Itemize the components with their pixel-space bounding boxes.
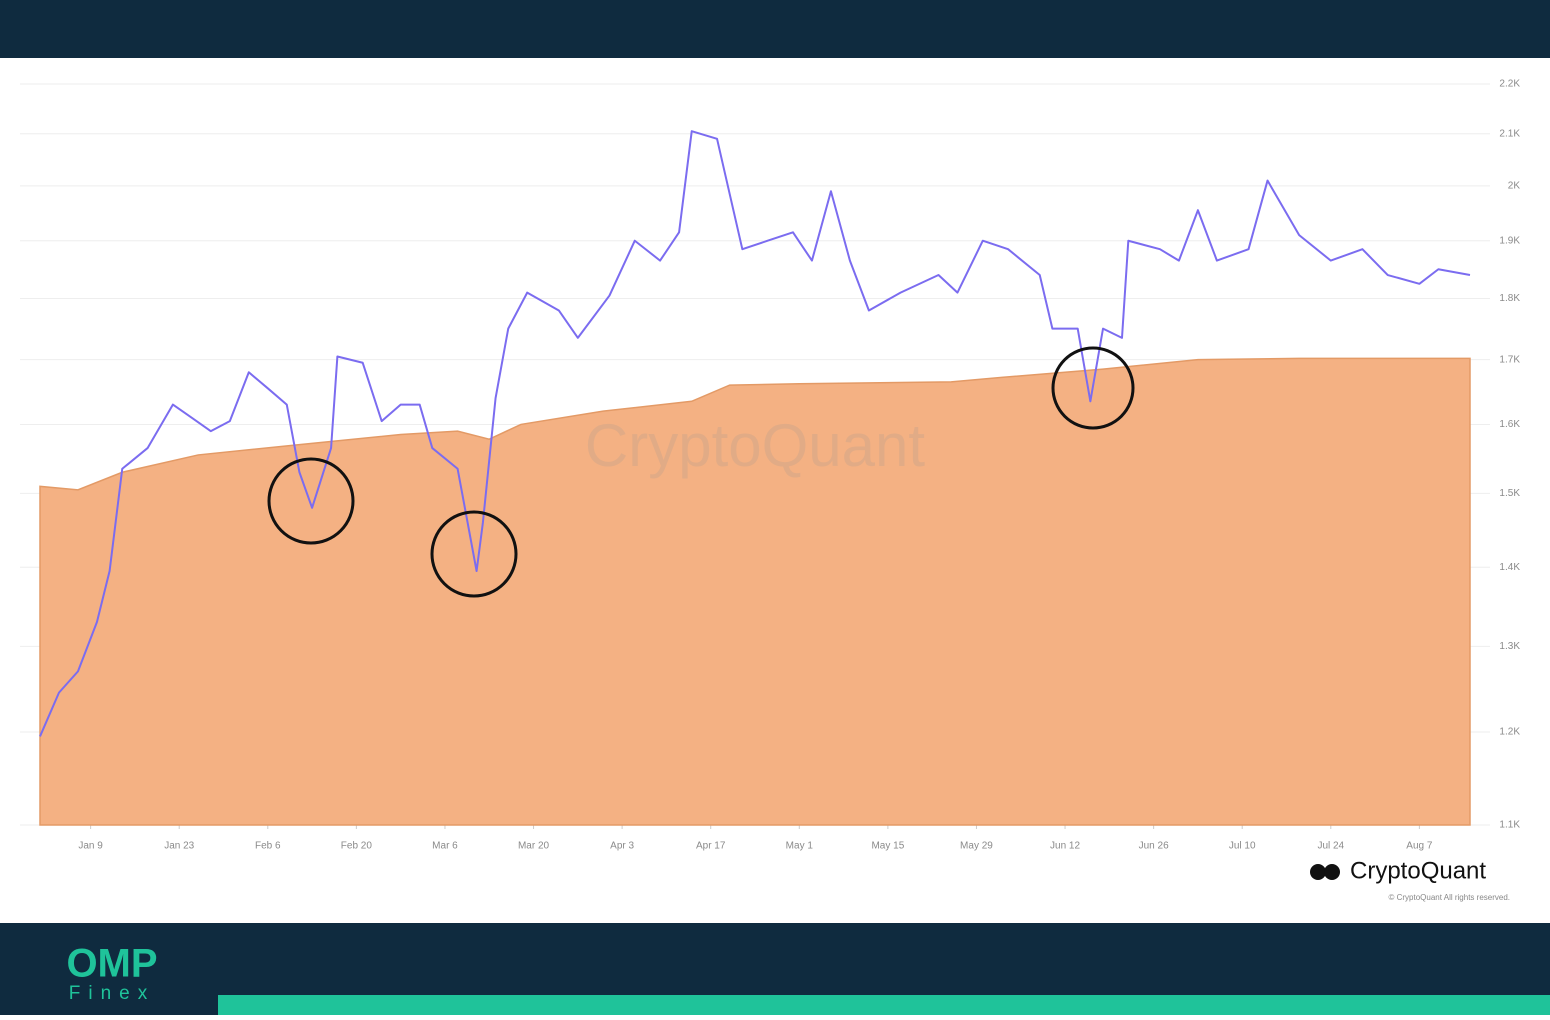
y-tick-label: 1.3K [1499, 641, 1520, 652]
x-tick-label: Jul 10 [1229, 841, 1256, 852]
brand-tagline: Finex [69, 983, 155, 1004]
x-tick-label: Jul 24 [1317, 841, 1344, 852]
line [39, 130, 1471, 737]
y-tick-label: 1.6K [1499, 419, 1520, 430]
highlight-circle [1051, 346, 1135, 430]
x-tick-label: Apr 17 [696, 841, 726, 852]
y-tick-label: 1.7K [1499, 354, 1520, 365]
y-tick-label: 1.5K [1499, 488, 1520, 499]
highlight-circle [267, 457, 355, 545]
x-tick-label: May 15 [871, 841, 904, 852]
y-tick-label: 1.9K [1499, 235, 1520, 246]
x-tick-label: Feb 20 [341, 841, 373, 852]
x-tick-label: Jan 23 [164, 841, 194, 852]
y-tick-label: 2K [1508, 181, 1521, 192]
y-tick-label: 1.4K [1499, 562, 1520, 573]
x-tick-label: Feb 6 [255, 841, 281, 852]
x-tick-label: Jan 9 [78, 841, 103, 852]
area [39, 357, 1471, 826]
x-tick-label: Jun 12 [1050, 841, 1080, 852]
logo-icon [1324, 864, 1340, 880]
x-tick-label: May 29 [960, 841, 993, 852]
x-tick-label: Mar 6 [432, 841, 458, 852]
accent-bar [218, 995, 1550, 1015]
y-tick-label: 1.1K [1499, 820, 1520, 831]
x-tick-label: Jun 26 [1139, 841, 1169, 852]
copyright: © CryptoQuant All rights reserved. [1389, 893, 1511, 902]
logo-icon [1310, 864, 1326, 880]
y-tick-label: 1.8K [1499, 293, 1520, 304]
x-tick-label: Aug 7 [1406, 841, 1433, 852]
x-tick-label: May 1 [786, 841, 814, 852]
source-logo: CryptoQuant [1310, 857, 1486, 884]
x-tick-label: Apr 3 [610, 841, 634, 852]
y-tick-label: 1.2K [1499, 727, 1520, 738]
highlight-circle [430, 510, 518, 598]
y-tick-label: 2.1K [1499, 128, 1520, 139]
x-tick-label: Mar 20 [518, 841, 550, 852]
brand-name: OMP [66, 942, 157, 986]
watermark: CryptoQuant [585, 412, 925, 479]
y-tick-label: 2.2K [1499, 79, 1520, 90]
plot: 1.1K 1.2K 1.3K 1.4K 1.5K 1.6K 1.7K 1.8K 1.9K 2K 2.… [20, 79, 1520, 852]
top-bar [0, 0, 1550, 58]
source-name: CryptoQuant [1350, 857, 1486, 884]
